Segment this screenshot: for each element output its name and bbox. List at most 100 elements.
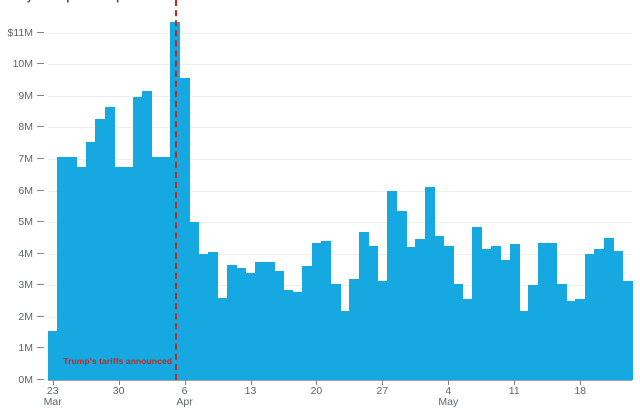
bar[interactable] <box>622 280 633 380</box>
bar[interactable] <box>142 91 153 380</box>
bar[interactable] <box>76 166 87 380</box>
y-axis-tick-label: 3M <box>0 279 44 291</box>
bar[interactable] <box>575 299 586 380</box>
gridline <box>48 190 632 192</box>
gridline <box>48 64 632 66</box>
bar[interactable] <box>340 310 351 380</box>
bar[interactable] <box>481 248 492 380</box>
tariff-announcement-label: Trump's tariffs announced <box>63 356 173 366</box>
bar[interactable] <box>226 264 237 380</box>
bar[interactable] <box>217 297 228 380</box>
bar[interactable] <box>179 78 190 380</box>
plot-area: Trump's tariffs announced <box>48 0 633 381</box>
bar[interactable] <box>462 299 473 380</box>
x-axis-tick-label: 13 <box>244 385 257 397</box>
bar[interactable] <box>547 242 558 380</box>
bar[interactable] <box>556 283 567 380</box>
bar[interactable] <box>396 211 407 380</box>
gridline <box>48 127 632 129</box>
x-axis-tick-mark <box>448 380 450 385</box>
bar[interactable] <box>603 237 614 380</box>
bar[interactable] <box>490 245 501 380</box>
x-axis-tick-mark <box>118 380 120 385</box>
x-axis-tick-mark <box>250 380 252 385</box>
bar[interactable] <box>509 244 520 380</box>
bar[interactable] <box>66 157 77 380</box>
x-axis-tick-mark <box>580 380 582 385</box>
bar[interactable] <box>387 190 398 380</box>
x-axis-month-label: May <box>438 396 459 408</box>
bar[interactable] <box>274 271 285 380</box>
x-axis-tick-label: 18 <box>574 385 587 397</box>
bar[interactable] <box>283 290 294 380</box>
gridline <box>48 380 632 381</box>
bar[interactable] <box>208 252 219 380</box>
bar[interactable] <box>471 226 482 380</box>
gridline <box>48 222 632 224</box>
bar[interactable] <box>57 157 68 380</box>
bar[interactable] <box>443 245 454 380</box>
x-axis-tick-label: 23 <box>46 385 59 397</box>
bar[interactable] <box>613 250 624 380</box>
x-axis: 23 Mar 30 6 Apr 13 20 27 4 May 11 18 <box>44 380 632 408</box>
bar[interactable] <box>434 236 445 380</box>
gridline <box>48 95 632 97</box>
x-axis-tick-label: 27 <box>376 385 389 397</box>
bar[interactable] <box>161 157 172 380</box>
bar[interactable] <box>132 97 143 380</box>
bar[interactable] <box>189 222 200 380</box>
bar[interactable] <box>198 253 209 380</box>
y-axis-tick-label: 1M <box>0 342 44 354</box>
y-axis-tick-label: 4M <box>0 248 44 260</box>
bar[interactable] <box>349 278 360 380</box>
bar[interactable] <box>311 242 322 380</box>
bar[interactable] <box>104 106 115 380</box>
y-axis-tick-label: 5M <box>0 216 44 228</box>
bar[interactable] <box>48 331 59 380</box>
bar[interactable] <box>236 267 247 380</box>
gridline <box>48 32 632 34</box>
bar[interactable] <box>123 166 134 380</box>
x-axis-tick-label: 11 <box>508 385 520 397</box>
bar[interactable] <box>594 248 605 380</box>
y-axis-tick-label: $11M <box>0 27 44 39</box>
bar[interactable] <box>358 231 369 380</box>
x-axis-month-label: Apr <box>176 396 193 408</box>
bar[interactable] <box>330 283 341 380</box>
x-axis-tick-mark <box>382 380 384 385</box>
bar[interactable] <box>528 285 539 380</box>
bar[interactable] <box>368 245 379 380</box>
bar[interactable] <box>453 283 464 380</box>
bar[interactable] <box>264 261 275 380</box>
y-axis-tick-label: 8M <box>0 121 44 133</box>
bar[interactable] <box>245 272 256 380</box>
bar[interactable] <box>584 253 595 380</box>
bar[interactable] <box>151 157 162 380</box>
bar[interactable] <box>321 241 332 380</box>
bar[interactable] <box>500 260 511 380</box>
y-axis-tick-label: 10M <box>0 58 44 70</box>
bar[interactable] <box>302 266 313 380</box>
chart-title: Daily smartphone imports <box>6 0 144 3</box>
y-axis-tick-label: 7M <box>0 153 44 165</box>
x-axis-tick-label: 30 <box>112 385 125 397</box>
y-axis-tick-label: 0M <box>0 374 44 386</box>
bar[interactable] <box>255 261 266 380</box>
bar[interactable] <box>537 242 548 380</box>
bar[interactable] <box>424 187 435 380</box>
bar[interactable] <box>292 291 303 380</box>
bar[interactable] <box>405 247 416 380</box>
bar[interactable] <box>377 280 388 380</box>
x-axis-tick-mark <box>514 380 516 385</box>
y-axis-tick-label: 2M <box>0 311 44 323</box>
bar[interactable] <box>415 239 426 380</box>
bar[interactable] <box>518 310 529 380</box>
bar[interactable] <box>95 119 106 380</box>
bar[interactable] <box>85 141 96 380</box>
x-axis-tick-label: 20 <box>310 385 323 397</box>
bar[interactable] <box>113 166 124 380</box>
gridline <box>48 253 632 255</box>
x-axis-tick-mark <box>52 380 54 385</box>
bar[interactable] <box>566 301 577 380</box>
